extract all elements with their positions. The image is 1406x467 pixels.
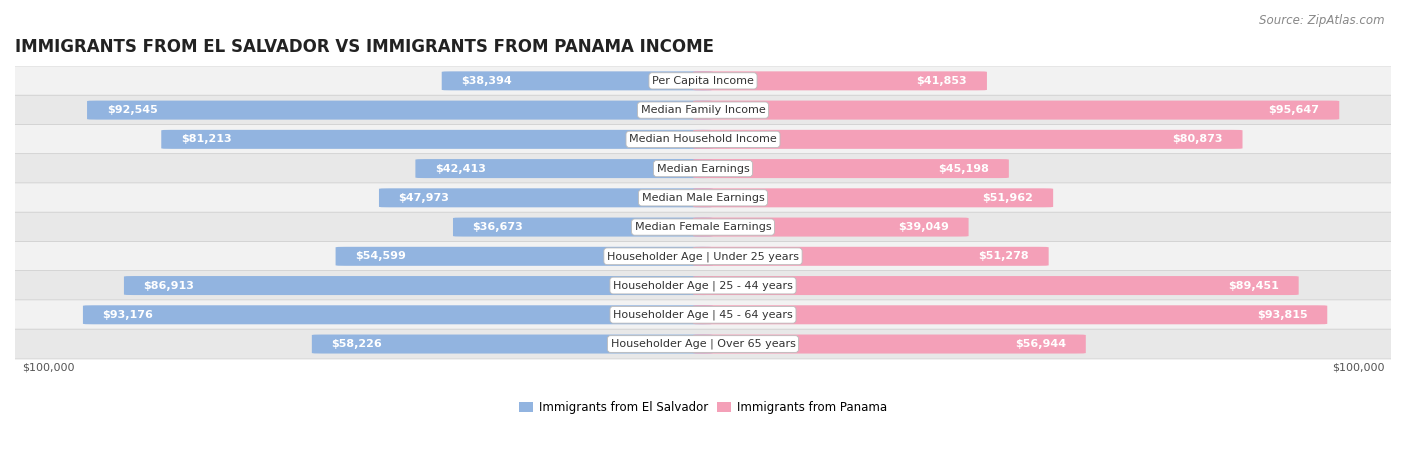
FancyBboxPatch shape [8,271,1398,300]
FancyBboxPatch shape [336,247,713,266]
Text: Median Male Earnings: Median Male Earnings [641,193,765,203]
Text: $56,944: $56,944 [1015,339,1066,349]
FancyBboxPatch shape [693,305,1327,324]
Text: $42,413: $42,413 [434,163,486,174]
FancyBboxPatch shape [8,212,1398,242]
Text: $45,198: $45,198 [938,163,990,174]
Text: $51,278: $51,278 [979,251,1029,262]
Text: $51,962: $51,962 [983,193,1033,203]
FancyBboxPatch shape [8,95,1398,125]
Text: Median Female Earnings: Median Female Earnings [634,222,772,232]
Text: $41,853: $41,853 [917,76,967,86]
Text: Per Capita Income: Per Capita Income [652,76,754,86]
Legend: Immigrants from El Salvador, Immigrants from Panama: Immigrants from El Salvador, Immigrants … [513,396,893,419]
Text: Source: ZipAtlas.com: Source: ZipAtlas.com [1260,14,1385,27]
Text: Householder Age | 45 - 64 years: Householder Age | 45 - 64 years [613,310,793,320]
Text: $80,873: $80,873 [1173,134,1223,144]
FancyBboxPatch shape [693,247,1049,266]
Text: $58,226: $58,226 [332,339,382,349]
Text: Median Family Income: Median Family Income [641,105,765,115]
FancyBboxPatch shape [693,130,1243,149]
Text: Householder Age | 25 - 44 years: Householder Age | 25 - 44 years [613,280,793,291]
FancyBboxPatch shape [441,71,713,90]
Text: Median Earnings: Median Earnings [657,163,749,174]
FancyBboxPatch shape [8,124,1398,154]
FancyBboxPatch shape [8,183,1398,213]
Text: $89,451: $89,451 [1229,281,1279,290]
Text: $36,673: $36,673 [472,222,523,232]
Text: Householder Age | Under 25 years: Householder Age | Under 25 years [607,251,799,262]
Text: $47,973: $47,973 [399,193,450,203]
FancyBboxPatch shape [312,334,713,354]
Text: $86,913: $86,913 [143,281,194,290]
FancyBboxPatch shape [83,305,713,324]
FancyBboxPatch shape [87,100,713,120]
Text: $38,394: $38,394 [461,76,512,86]
Text: IMMIGRANTS FROM EL SALVADOR VS IMMIGRANTS FROM PANAMA INCOME: IMMIGRANTS FROM EL SALVADOR VS IMMIGRANT… [15,38,714,57]
FancyBboxPatch shape [162,130,713,149]
FancyBboxPatch shape [453,218,713,237]
FancyBboxPatch shape [8,241,1398,271]
Text: Householder Age | Over 65 years: Householder Age | Over 65 years [610,339,796,349]
FancyBboxPatch shape [8,154,1398,184]
FancyBboxPatch shape [8,329,1398,359]
FancyBboxPatch shape [415,159,713,178]
Text: $93,815: $93,815 [1257,310,1308,320]
Text: $54,599: $54,599 [356,251,406,262]
Text: $39,049: $39,049 [898,222,949,232]
FancyBboxPatch shape [693,71,987,90]
FancyBboxPatch shape [693,159,1010,178]
FancyBboxPatch shape [124,276,713,295]
FancyBboxPatch shape [380,188,713,207]
FancyBboxPatch shape [693,334,1085,354]
FancyBboxPatch shape [693,218,969,237]
FancyBboxPatch shape [8,300,1398,330]
Text: $81,213: $81,213 [181,134,232,144]
Text: $92,545: $92,545 [107,105,157,115]
Text: $95,647: $95,647 [1268,105,1320,115]
Text: Median Household Income: Median Household Income [628,134,778,144]
FancyBboxPatch shape [693,276,1299,295]
FancyBboxPatch shape [8,66,1398,96]
FancyBboxPatch shape [693,100,1340,120]
FancyBboxPatch shape [693,188,1053,207]
Text: $93,176: $93,176 [103,310,153,320]
